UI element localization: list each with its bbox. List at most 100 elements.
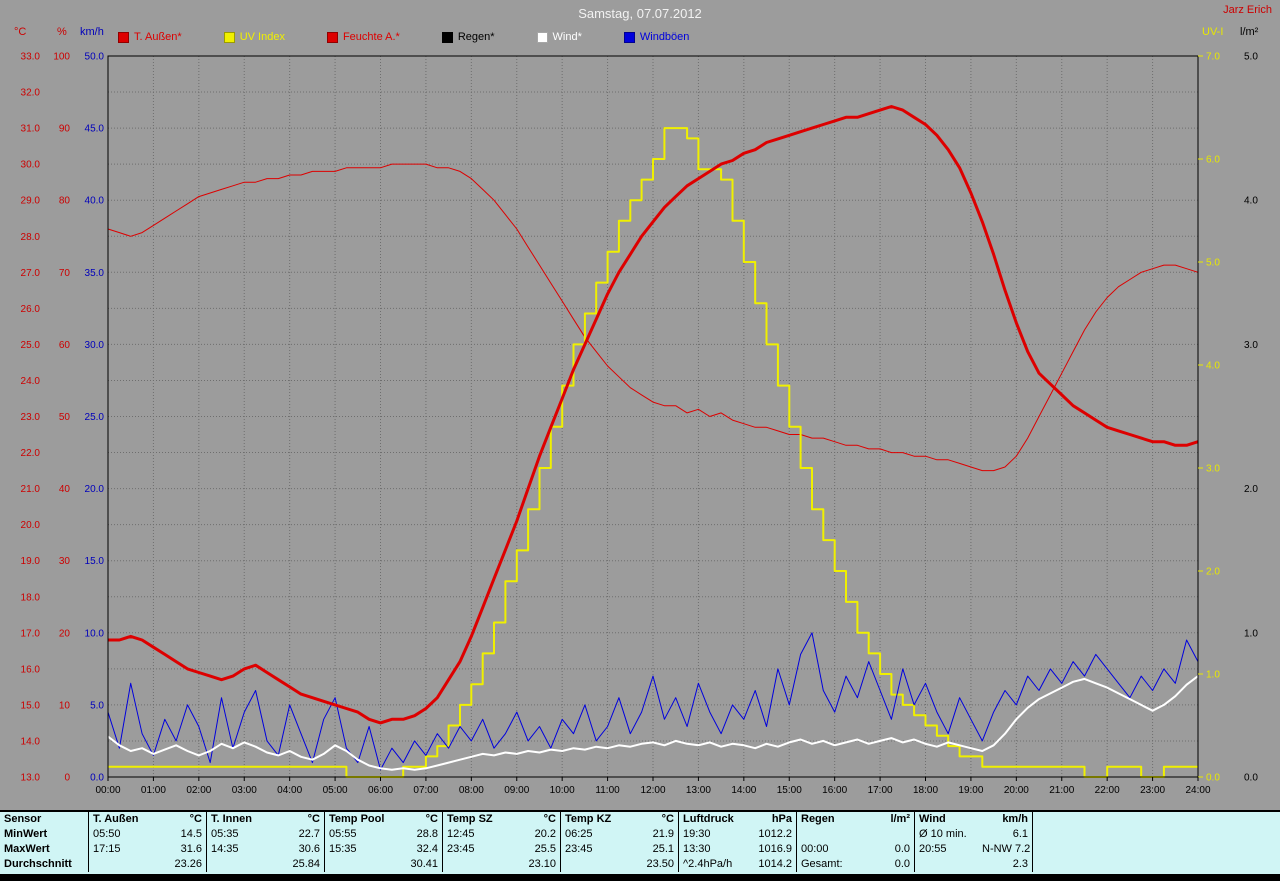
axis-unit-rain: l/m² — [1240, 26, 1259, 38]
row-label-maxwert: MaxWert — [4, 843, 50, 855]
table-cell-value: N-NW 7.2 — [982, 843, 1031, 855]
table-cell-time: 15:35 — [324, 842, 388, 857]
axis-tick-label: 0.0 — [1244, 773, 1258, 784]
series-Wind — [107, 675, 1199, 771]
col-header-unit: °C — [661, 813, 674, 825]
col-header-name: Temp Pool — [324, 812, 388, 827]
table-cell-time — [560, 857, 624, 872]
legend-swatch — [536, 31, 548, 43]
axis-tick-label: 30 — [59, 556, 71, 567]
axis-tick-label: 19.0 — [21, 556, 41, 567]
axis-tick-label: 27.0 — [21, 268, 41, 279]
table-cell-value: 31.6 — [180, 843, 202, 855]
legend-item-2: Feuchte A.* — [326, 31, 400, 43]
axis-tick-label: 15:00 — [777, 785, 802, 796]
axis-tick-label: 26.0 — [21, 304, 41, 315]
filler-cell — [1032, 827, 1280, 842]
axis-tick-label: 3.0 — [1206, 464, 1220, 475]
table-cell-value: 22.7 — [298, 828, 320, 840]
axis-tick-label: 31.0 — [21, 124, 41, 135]
axis-tick-label: 30.0 — [21, 160, 41, 171]
table-cell-value: 23.26 — [174, 858, 202, 870]
table-cell-time — [442, 857, 506, 872]
axis-unit-temp: °C — [14, 26, 27, 38]
axis-tick-label: 18:00 — [913, 785, 938, 796]
table-cell-value: 30.6 — [298, 843, 320, 855]
axis-tick-label: 10.0 — [85, 628, 105, 639]
legend-label: UV Index — [239, 31, 285, 43]
axis-tick-label: 23.0 — [21, 412, 41, 423]
filler-cell — [1032, 812, 1280, 827]
axis-tick-label: 23:00 — [1140, 785, 1165, 796]
axis-tick-label: 02:00 — [186, 785, 211, 796]
page-title: Samstag, 07.07.2012 — [578, 6, 702, 21]
table-cell-time: 13:30 — [678, 842, 742, 857]
axis-tick-label: 13.0 — [21, 773, 41, 784]
axis-tick-label: 19:00 — [958, 785, 983, 796]
col-header-name: Wind — [914, 812, 978, 827]
legend-swatch — [118, 31, 129, 43]
axis-tick-label: 20 — [59, 628, 71, 639]
axis-tick-label: 2.0 — [1206, 567, 1220, 578]
axis-tick-label: 15.0 — [85, 556, 105, 567]
table-cell-time — [206, 857, 270, 872]
table-cell-value: 23.50 — [646, 858, 674, 870]
axis-tick-label: 12:00 — [640, 785, 665, 796]
row-label-durchschnitt: Durchschnitt — [4, 858, 72, 870]
axis-tick-label: 24:00 — [1185, 785, 1210, 796]
axis-tick-label: 5.0 — [1206, 258, 1220, 269]
table-cell-time: 05:35 — [206, 827, 270, 842]
axis-tick-label: 35.0 — [85, 268, 105, 279]
legend-item-5: Windböen — [623, 31, 689, 43]
legend-label: Regen* — [457, 31, 495, 43]
series-T. Außen — [108, 105, 1199, 725]
table-cell-time — [914, 857, 978, 872]
table-cell-time: Ø 10 min. — [914, 827, 978, 842]
table-cell-value: 0.0 — [894, 843, 910, 855]
col-header-name: T. Außen — [88, 812, 152, 827]
col-header-name: Luftdruck — [678, 812, 742, 827]
axis-tick-label: 0.0 — [1206, 773, 1220, 784]
table-cell-value: 1012.2 — [758, 828, 792, 840]
table-cell-value: 25.5 — [534, 843, 556, 855]
axis-tick-label: 16:00 — [822, 785, 847, 796]
axis-tick-label: 0 — [64, 773, 70, 784]
row-label-sensor: Sensor — [4, 813, 42, 825]
axis-tick-label: 100 — [53, 52, 70, 63]
table-cell-value: 28.8 — [416, 828, 438, 840]
axis-tick-label: 7.0 — [1206, 52, 1220, 63]
table-cell-value: 0.0 — [894, 858, 910, 870]
table-cell-time: 17:15 — [88, 842, 152, 857]
axis-tick-label: 5.0 — [90, 700, 104, 711]
table-cell-value: 2.3 — [1012, 858, 1028, 870]
table-cell-value: 23.10 — [528, 858, 556, 870]
axis-tick-label: 80 — [59, 196, 71, 207]
axis-tick-label: 10:00 — [550, 785, 575, 796]
table-cell-value: 1016.9 — [758, 843, 792, 855]
axis-tick-label: 32.0 — [21, 88, 41, 99]
axis-tick-label: 30.0 — [85, 340, 105, 351]
axis-tick-label: 16.0 — [21, 664, 41, 675]
axis-tick-label: 17:00 — [868, 785, 893, 796]
legend-swatch — [223, 31, 235, 43]
axis-tick-label: 10 — [59, 700, 71, 711]
table-cell-time: 20:55 — [914, 842, 978, 857]
axis-tick-label: 06:00 — [368, 785, 393, 796]
col-header-unit: km/h — [1002, 813, 1028, 825]
sensor-summary-table: Sensor T. Außen °C T. Innen °C Temp Pool °C Tem… — [0, 810, 1280, 874]
axis-tick-label: 05:00 — [323, 785, 348, 796]
axis-tick-label: 15.0 — [21, 700, 41, 711]
axis-tick-label: 20.0 — [21, 520, 41, 531]
axis-tick-label: 2.0 — [1244, 484, 1258, 495]
axis-tick-label: 4.0 — [1244, 196, 1258, 207]
axis-tick-label: 40.0 — [85, 196, 105, 207]
axis-tick-label: 22:00 — [1095, 785, 1120, 796]
axis-tick-label: 03:00 — [232, 785, 257, 796]
chart-legend: T. Außen* UV Index Feuchte A.* Regen* Wind* W… — [118, 31, 689, 43]
table-cell-value: 25.1 — [652, 843, 674, 855]
legend-item-4: Wind* — [536, 31, 582, 43]
col-header-name: Temp KZ — [560, 812, 624, 827]
axis-tick-label: 6.0 — [1206, 155, 1220, 166]
axis-tick-label: 00:00 — [95, 785, 120, 796]
